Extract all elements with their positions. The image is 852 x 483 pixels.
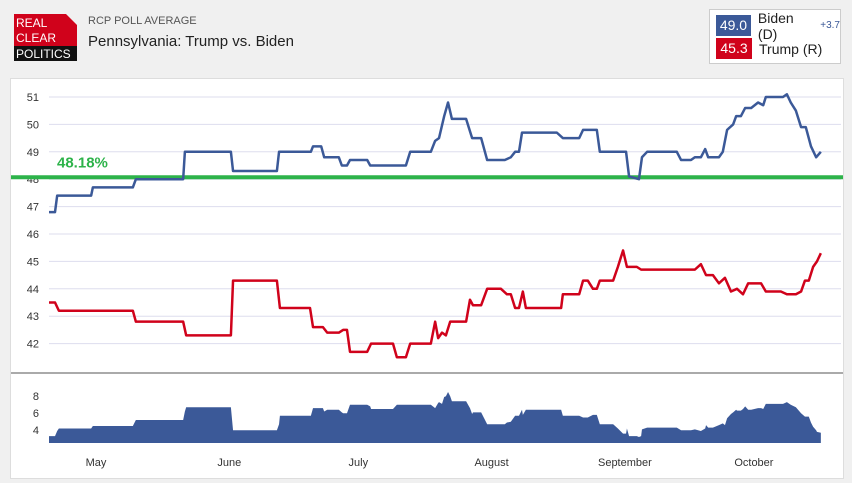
y-tick-label: 47 — [27, 202, 39, 214]
svg-text:POLITICS: POLITICS — [16, 47, 71, 61]
rcp-logo[interactable]: REAL CLEAR POLITICS — [14, 14, 77, 61]
y-tick-label: 44 — [27, 284, 39, 296]
legend-value: 49.0 — [716, 15, 751, 36]
month-label: June — [217, 457, 241, 469]
spread-area — [49, 391, 821, 443]
page-title: Pennsylvania: Trump vs. Biden — [88, 33, 294, 50]
month-label: September — [598, 457, 652, 469]
chart-area: 42 43 44 45 46 47 48 49 50 51 48.18% 4 6 8 May June July… — [10, 78, 844, 479]
spread-change: +3.7 — [820, 20, 840, 31]
legend-label: Biden (D) — [757, 9, 794, 42]
reference-label: 48.18% — [57, 154, 108, 171]
series-line-trump — [49, 249, 822, 359]
y-tick-label: 46 — [27, 229, 39, 241]
y-tick-label: 43 — [27, 311, 39, 323]
series-line-biden — [49, 93, 822, 214]
spread-tick-label: 6 — [33, 408, 39, 420]
month-label: May — [86, 457, 107, 469]
month-label: October — [734, 457, 773, 469]
y-tick-label: 50 — [27, 119, 39, 131]
svg-text:REAL: REAL — [16, 16, 48, 30]
spread-tick-label: 8 — [33, 391, 39, 403]
y-tick-label: 42 — [27, 339, 39, 351]
month-label: July — [349, 457, 369, 469]
legend-biden: 49.0 Biden (D) +3.7 — [716, 10, 840, 42]
y-tick-label: 49 — [27, 147, 39, 159]
svg-text:CLEAR: CLEAR — [16, 31, 56, 45]
subtitle: RCP POLL AVERAGE — [88, 15, 197, 27]
month-label: August — [474, 457, 508, 469]
legend-trump: 45.3 Trump (R) — [716, 38, 822, 59]
spread-tick-label: 4 — [33, 425, 39, 437]
legend-label: Trump (R) — [759, 40, 823, 57]
y-tick-label: 51 — [27, 92, 39, 104]
legend-value: 45.3 — [716, 38, 752, 59]
legend: 49.0 Biden (D) +3.7 45.3 Trump (R) — [709, 9, 841, 64]
y-tick-label: 45 — [27, 256, 39, 268]
